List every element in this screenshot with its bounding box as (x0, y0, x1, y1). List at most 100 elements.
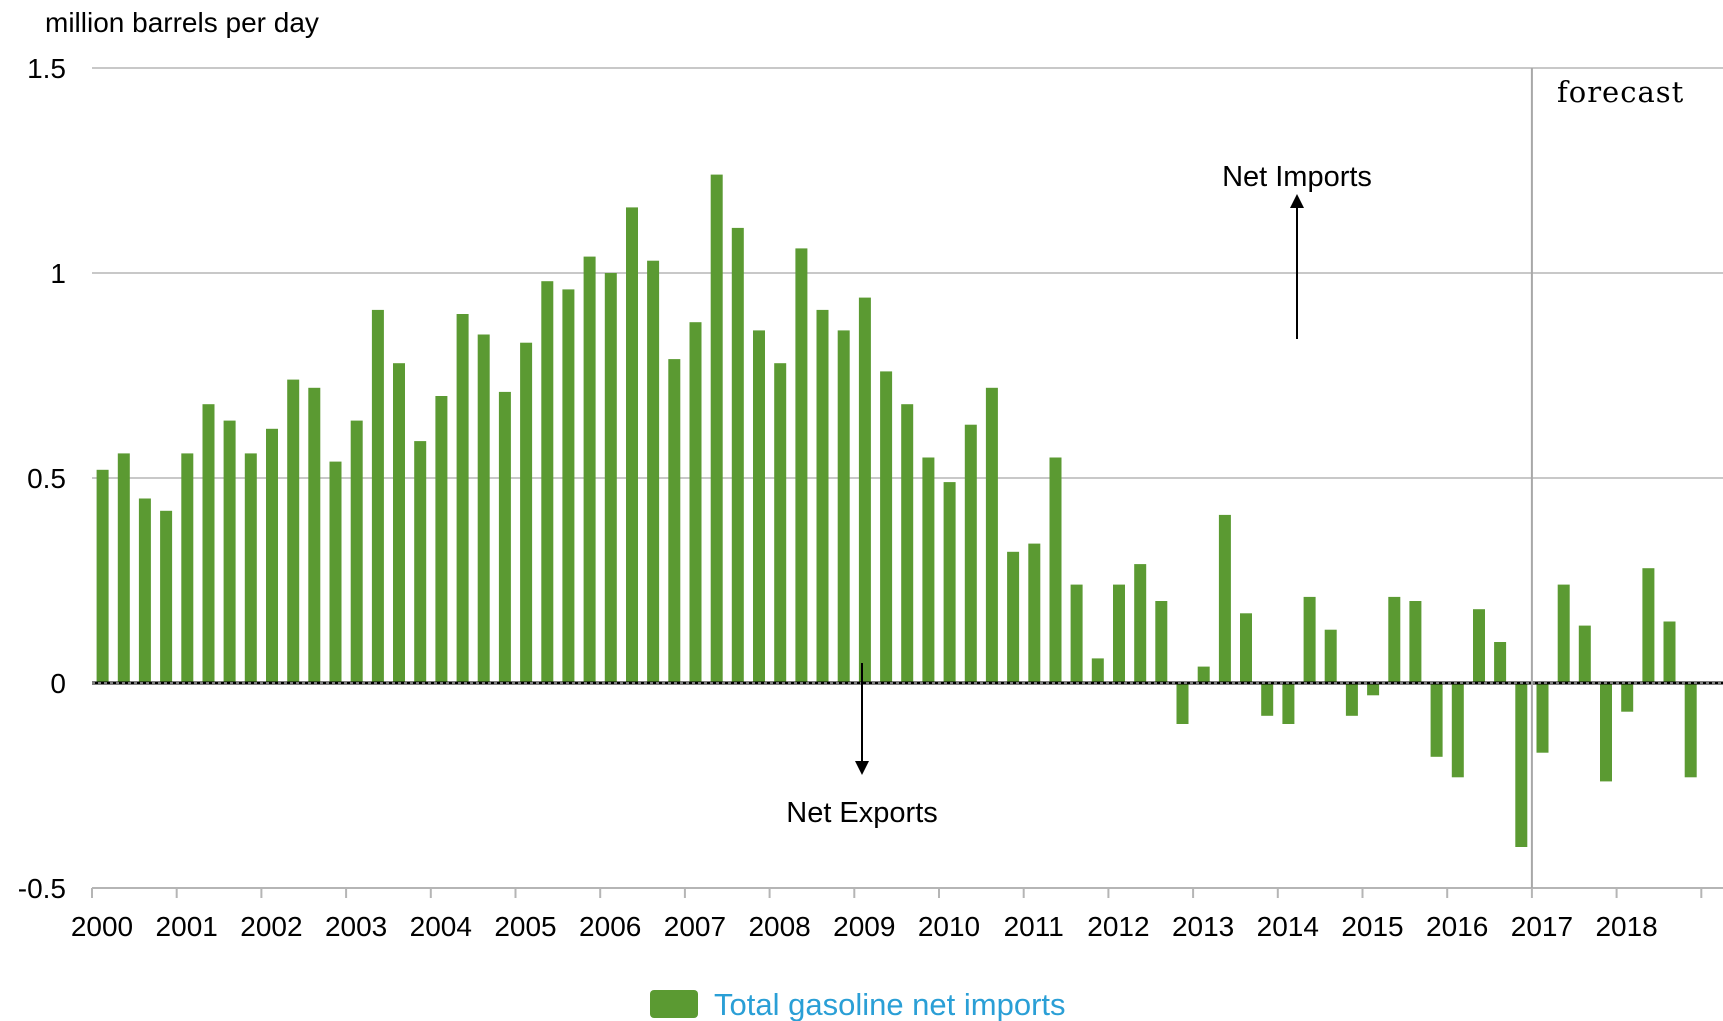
bar (1176, 683, 1189, 724)
legend: Total gasoline net imports (650, 987, 1066, 1021)
x-tick-label: 2018 (1595, 911, 1657, 942)
bar (202, 404, 215, 683)
bar (922, 457, 935, 683)
bar (858, 297, 871, 683)
x-tick-label: 2010 (918, 911, 980, 942)
bar (1197, 666, 1210, 683)
bar (1007, 551, 1020, 683)
bar (1282, 683, 1295, 724)
bar (371, 309, 384, 683)
bar (1494, 642, 1507, 683)
bar (1028, 543, 1041, 683)
bar (96, 469, 109, 683)
bar (1155, 601, 1168, 683)
bar (266, 428, 278, 683)
bar (1345, 683, 1358, 716)
y-tick-labels: 1.5 1 0.5 0 -0.5 (18, 53, 66, 904)
bar (1240, 613, 1252, 683)
bar (1536, 683, 1549, 753)
bar (1303, 596, 1316, 683)
bar (1367, 683, 1380, 696)
bar (689, 322, 702, 683)
legend-swatch (650, 990, 698, 1018)
x-tick-label: 2009 (833, 911, 895, 942)
net-imports-label: Net Imports (1222, 161, 1372, 193)
x-tick-label: 2005 (494, 911, 556, 942)
axes (92, 68, 1723, 889)
bar (1684, 683, 1697, 778)
bar (520, 342, 533, 683)
x-tick-label: 2003 (325, 911, 387, 942)
bar (244, 453, 257, 683)
bar (1091, 658, 1104, 683)
bar (1409, 601, 1422, 683)
bar (350, 420, 363, 683)
x-tick-label: 2011 (1004, 911, 1064, 942)
bar (1663, 621, 1676, 683)
x-tick-labels: 2000 2001 2002 2003 2004 2005 2006 2007 2008 2009… (71, 888, 1703, 942)
bar (287, 379, 300, 683)
x-tick-label: 2012 (1087, 911, 1149, 942)
bar (774, 363, 787, 683)
bar (943, 482, 956, 683)
bar (583, 256, 596, 683)
bar (414, 441, 427, 683)
bar (1324, 629, 1337, 683)
x-tick-label: 2000 (71, 911, 133, 942)
x-tick-label: 2015 (1341, 911, 1403, 942)
bar (647, 260, 660, 683)
bar (964, 424, 977, 683)
bar (985, 387, 998, 683)
bar (901, 404, 914, 683)
bar (1134, 564, 1147, 683)
bar (308, 387, 321, 683)
x-tick-label: 2013 (1172, 911, 1234, 942)
bar (1388, 596, 1401, 683)
bar-series (96, 174, 1697, 847)
bar (880, 371, 893, 683)
bar (1473, 609, 1485, 683)
bar (1557, 584, 1570, 683)
bar (710, 174, 723, 683)
bar (562, 289, 575, 683)
bar (223, 420, 236, 683)
bar (604, 273, 617, 683)
forecast-label: forecast (1557, 75, 1684, 109)
net-imports-arrowhead (1290, 194, 1304, 208)
y-tick-label: -0.5 (18, 873, 66, 904)
bar (1600, 683, 1612, 782)
bar (435, 396, 448, 683)
y-tick-label: 1 (50, 258, 66, 289)
x-tick-label: 2016 (1426, 911, 1488, 942)
bar (753, 330, 765, 683)
bar (1049, 457, 1062, 683)
x-tick-label: 2004 (410, 911, 472, 942)
bar (541, 281, 554, 683)
bar (837, 330, 850, 683)
bar (668, 359, 681, 683)
legend-label: Total gasoline net imports (714, 987, 1066, 1021)
bar (1430, 683, 1443, 757)
bar (117, 453, 130, 683)
net-exports-arrowhead (855, 761, 869, 775)
bar (181, 453, 194, 683)
y-tick-label: 1.5 (27, 53, 66, 84)
bar (393, 363, 405, 683)
bar (138, 498, 151, 683)
bar (626, 207, 638, 683)
x-tick-label: 2014 (1257, 911, 1319, 942)
bar (498, 391, 511, 683)
bar (795, 248, 808, 683)
bar (1515, 683, 1528, 847)
bar (1642, 568, 1655, 683)
x-tick-label: 2008 (748, 911, 810, 942)
bar (1578, 625, 1591, 683)
bar (731, 227, 744, 683)
bar (816, 309, 829, 683)
bar (1621, 683, 1634, 712)
x-tick-label: 2007 (664, 911, 726, 942)
y-tick-label: 0.5 (27, 463, 66, 494)
x-tick-label: 2017 (1511, 911, 1573, 942)
bar (1218, 514, 1231, 683)
